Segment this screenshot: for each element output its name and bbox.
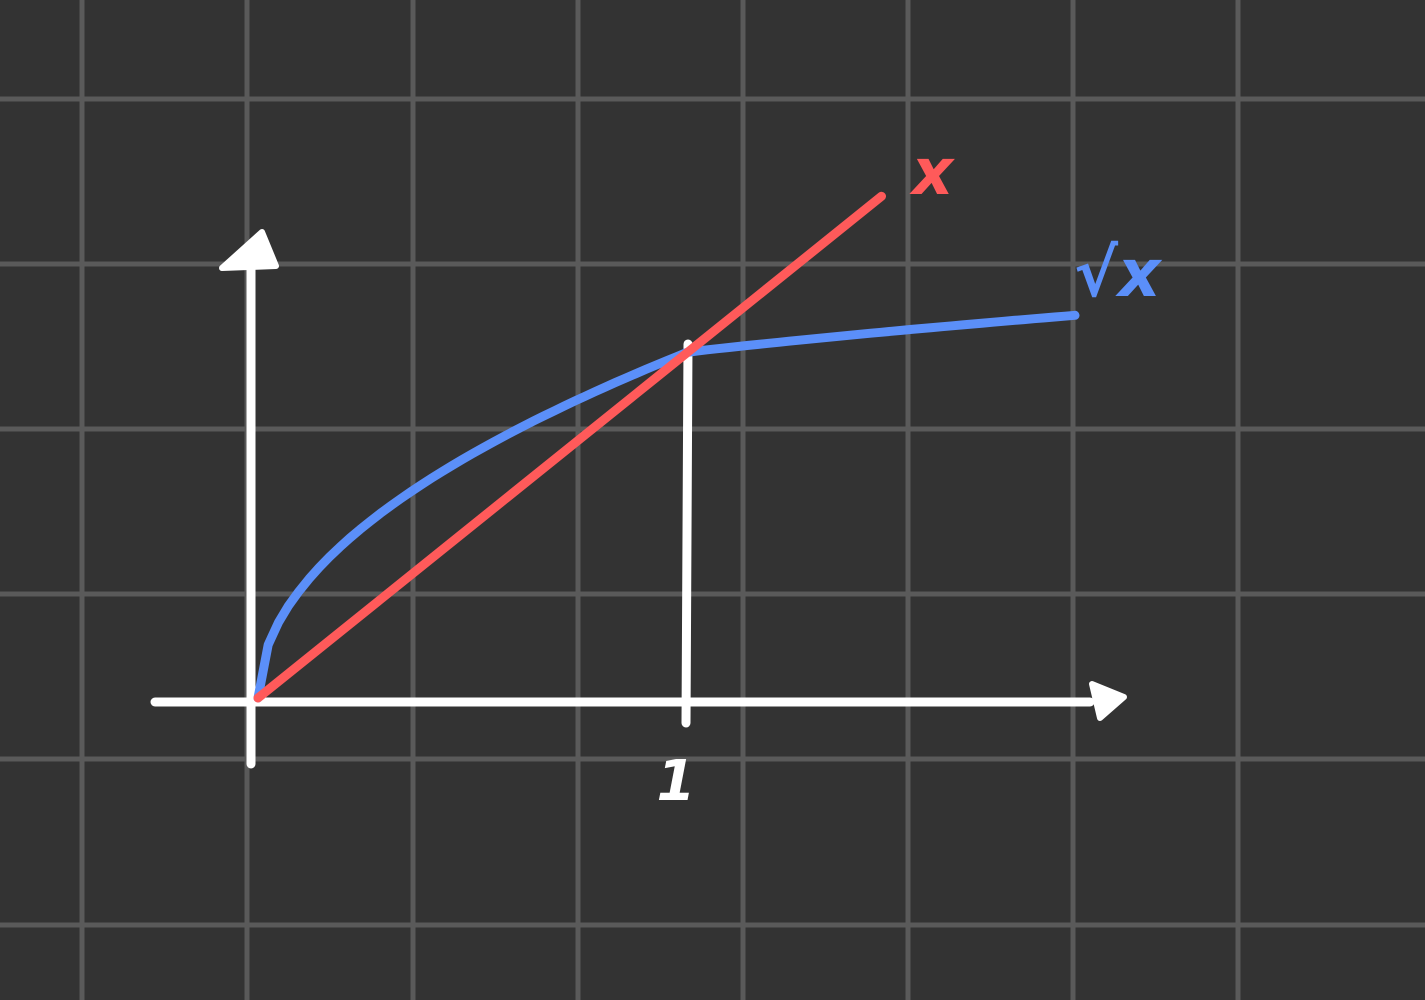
x-tick-label-1: 1 xyxy=(657,749,696,814)
series-label-x: x xyxy=(909,136,955,210)
series-x-line xyxy=(253,191,886,703)
series-sqrt-x-curve xyxy=(253,310,1080,703)
y-axis-arrowhead xyxy=(219,229,279,271)
x-axis-arrowhead xyxy=(1089,681,1127,721)
x-tick-mark-1 xyxy=(681,339,693,728)
series-label-sqrt-x: √x xyxy=(1074,235,1163,312)
